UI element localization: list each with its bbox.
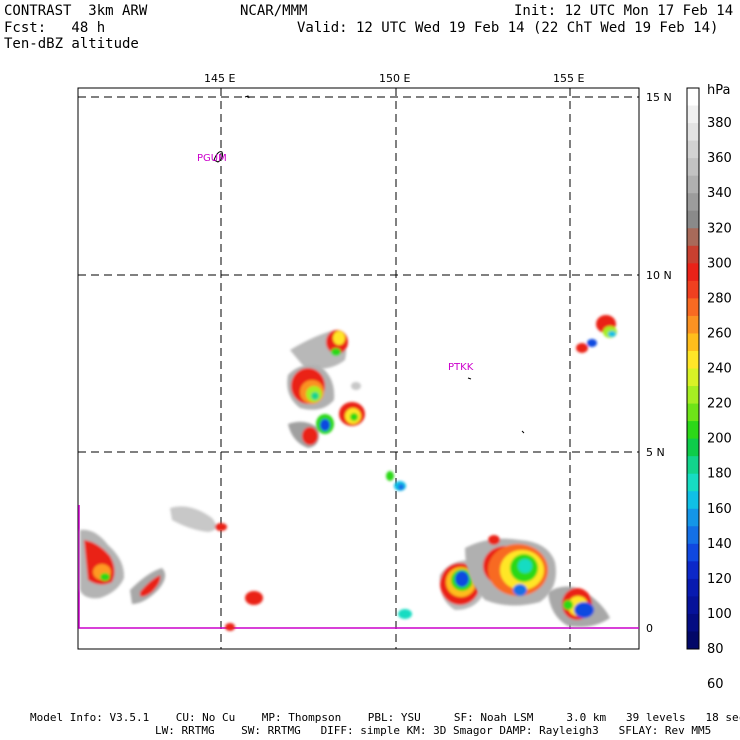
- lat-label-15n: 15 N: [646, 91, 672, 104]
- echo-cell: [386, 471, 412, 619]
- colorbar-swatch: [687, 491, 699, 510]
- echo-cell: [170, 506, 263, 631]
- colorbar-tick-label: 380: [707, 116, 732, 131]
- colorbar-swatch: [687, 175, 699, 194]
- colorbar-swatch: [687, 368, 699, 387]
- colorbar-tick-label: 240: [707, 362, 732, 377]
- coastlines: [213, 95, 525, 434]
- colorbar-tick-label: 200: [707, 432, 732, 447]
- colorbar: [686, 87, 700, 650]
- lon-label-155e: 155 E: [553, 72, 584, 85]
- guam-coastline: [213, 151, 223, 163]
- colorbar-swatch: [687, 613, 699, 632]
- forecast-hour: Fcst: 48 h: [4, 20, 106, 36]
- echo-cell: [548, 586, 610, 627]
- colorbar-swatch: [687, 228, 699, 247]
- colorbar-swatch: [687, 193, 699, 212]
- colorbar-ticks: 380 360 340 320 300 280 260 240 220 200 180 160 140 1…: [707, 116, 732, 692]
- island-outline: [244, 95, 250, 99]
- echo-cell: [80, 529, 125, 599]
- colorbar-tick-label: 100: [707, 607, 732, 622]
- echo-cell: [576, 315, 617, 353]
- colorbar-unit: hPa: [707, 83, 730, 98]
- colorbar-swatch: [687, 561, 699, 580]
- colorbar-swatch: [687, 210, 699, 229]
- colorbar-swatch: [687, 403, 699, 422]
- echo-cell: [130, 568, 166, 604]
- station-label-ptkk: PTKK: [448, 362, 474, 373]
- colorbar-swatch: [687, 350, 699, 369]
- colorbar-tick-label: 220: [707, 397, 732, 412]
- colorbar-swatch: [687, 508, 699, 527]
- model-title: CONTRAST 3km ARW: [4, 3, 148, 19]
- colorbar-swatch: [687, 543, 699, 562]
- colorbar-tick-label: 260: [707, 326, 732, 341]
- colorbar-swatch: [687, 421, 699, 440]
- colorbar-swatch: [687, 578, 699, 597]
- colorbar-swatch: [687, 88, 699, 107]
- lon-label-145e: 145 E: [204, 72, 235, 85]
- colorbar-swatch: [687, 333, 699, 352]
- colorbar-swatch: [687, 263, 699, 282]
- colorbar-swatch: [687, 631, 699, 650]
- colorbar-swatch: [687, 123, 699, 142]
- echo-cell: [339, 382, 365, 426]
- chuuk-coastline: [467, 377, 472, 380]
- colorbar-tick-label: 280: [707, 291, 732, 306]
- boundary-lines: [78, 505, 639, 629]
- colorbar-tick-label: 340: [707, 186, 732, 201]
- field-name: Ten-dBZ altitude: [4, 36, 139, 52]
- colorbar-tick-label: 60: [707, 677, 724, 692]
- colorbar-swatch: [687, 438, 699, 457]
- model-info-line2: LW: RRTMG SW: RRTMG DIFF: simple KM: 3D …: [155, 724, 712, 737]
- valid-time: Valid: 12 UTC Wed 19 Feb 14 (22 ChT Wed …: [297, 20, 719, 36]
- colorbar-swatch: [687, 158, 699, 177]
- colorbar-tick-label: 320: [707, 221, 732, 236]
- lon-label-150e: 150 E: [379, 72, 410, 85]
- colorbar-swatch: [687, 105, 699, 124]
- lat-label-10n: 10 N: [646, 269, 672, 282]
- colorbar-swatch: [687, 456, 699, 475]
- colorbar-swatch: [687, 245, 699, 264]
- echo-cell: [290, 330, 348, 369]
- lat-label-0: 0: [646, 622, 653, 635]
- colorbar-tick-label: 140: [707, 537, 732, 552]
- echo-cell: [287, 365, 335, 410]
- colorbar-swatch: [687, 526, 699, 545]
- gridlines: [78, 88, 639, 649]
- island-outline: [521, 430, 525, 434]
- model-info-line1: Model Info: V3.5.1 CU: No Cu MP: Thompso…: [30, 711, 740, 724]
- colorbar-tick-label: 180: [707, 467, 732, 482]
- colorbar-swatch: [687, 280, 699, 299]
- echo-cell: [465, 535, 556, 606]
- colorbar-swatch: [687, 140, 699, 159]
- lat-label-5n: 5 N: [646, 446, 665, 459]
- colorbar-tick-label: 160: [707, 502, 732, 517]
- colorbar-tick-label: 80: [707, 642, 724, 657]
- colorbar-frame: [686, 87, 700, 650]
- echo-cell: [288, 414, 334, 448]
- colorbar-swatch: [687, 596, 699, 615]
- colorbar-swatch: [687, 386, 699, 405]
- echo-fields: [80, 315, 617, 631]
- colorbar-tick-label: 120: [707, 572, 732, 587]
- organization: NCAR/MMM: [240, 3, 308, 19]
- colorbar-tick-label: 300: [707, 256, 732, 271]
- colorbar-swatch: [687, 473, 699, 492]
- colorbar-swatch: [687, 298, 699, 317]
- colorbar-swatch: [687, 315, 699, 334]
- colorbar-tick-label: 360: [707, 151, 732, 166]
- init-time: Init: 12 UTC Mon 17 Feb 14: [514, 3, 734, 19]
- station-label-pgum: PGUM: [197, 153, 227, 164]
- boundary-line: [78, 505, 639, 629]
